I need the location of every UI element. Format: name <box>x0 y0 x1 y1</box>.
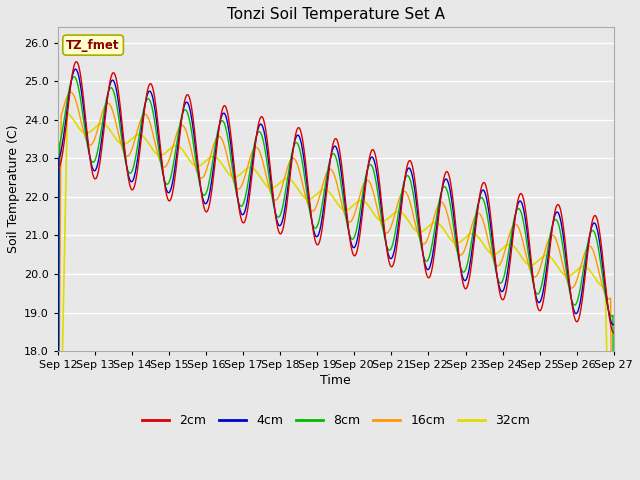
Y-axis label: Soil Temperature (C): Soil Temperature (C) <box>7 125 20 253</box>
Title: Tonzi Soil Temperature Set A: Tonzi Soil Temperature Set A <box>227 7 445 22</box>
Text: TZ_fmet: TZ_fmet <box>67 38 120 52</box>
X-axis label: Time: Time <box>321 374 351 387</box>
Legend: 2cm, 4cm, 8cm, 16cm, 32cm: 2cm, 4cm, 8cm, 16cm, 32cm <box>137 409 535 432</box>
